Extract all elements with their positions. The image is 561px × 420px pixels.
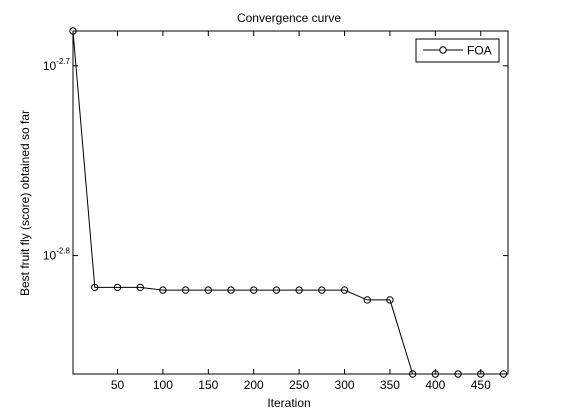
data-point — [91, 283, 99, 292]
data-point — [318, 286, 326, 294]
data-point — [69, 27, 77, 35]
legend-marker — [439, 46, 447, 54]
data-point — [386, 296, 394, 304]
y-axis-ticks: 10-2.710-2.8 — [43, 57, 508, 263]
data-point — [340, 286, 349, 294]
y-tick-exponent: -2.8 — [56, 247, 70, 256]
y-axis-label: Best fruit fly (score) obtained so far — [18, 110, 32, 296]
x-tick-label: 300 — [335, 378, 355, 392]
legend: FOA — [415, 38, 500, 63]
y-tick-exponent: -2.7 — [56, 57, 70, 66]
data-point — [204, 286, 213, 294]
data-point — [477, 370, 485, 378]
data-point — [250, 286, 258, 294]
x-tick-label: 250 — [289, 378, 309, 392]
y-tick-base: 10 — [43, 59, 57, 73]
legend-label: FOA — [467, 44, 492, 58]
data-point — [159, 286, 167, 294]
x-tick-label: 100 — [153, 378, 173, 392]
x-tick-label: 400 — [425, 378, 445, 392]
x-tick-label: 150 — [198, 378, 218, 392]
data-point — [181, 286, 190, 294]
x-tick-label: 450 — [471, 378, 491, 392]
x-axis-ticks: 50 100 150 200 250 300 350 400 450 — [111, 31, 491, 392]
data-point — [499, 370, 508, 378]
x-tick-label: 200 — [244, 378, 264, 392]
data-point — [408, 370, 417, 378]
data-point — [113, 283, 122, 292]
data-point — [363, 296, 371, 304]
y-tick-label: 10-2.7 — [43, 57, 71, 73]
chart-title: Convergence curve — [237, 11, 341, 25]
data-point — [136, 283, 144, 292]
series-layer — [69, 27, 508, 378]
y-tick-label: 10-2.8 — [43, 247, 71, 263]
x-tick-label: 350 — [380, 378, 400, 392]
x-axis-label: Iteration — [267, 396, 310, 410]
data-point — [454, 370, 462, 378]
data-point — [295, 286, 303, 294]
plot-area — [72, 30, 509, 375]
y-tick-base: 10 — [43, 249, 57, 263]
data-point — [431, 370, 440, 378]
data-point — [272, 286, 281, 294]
series-line-foa — [72, 30, 504, 375]
x-tick-label: 50 — [111, 378, 125, 392]
data-point — [227, 286, 235, 294]
